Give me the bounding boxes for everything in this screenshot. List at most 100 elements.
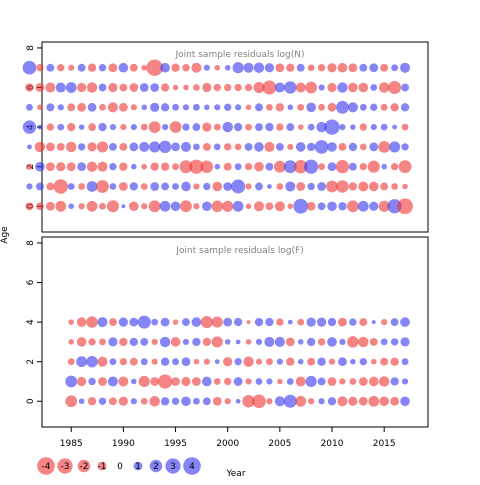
residual-bubble	[36, 64, 44, 72]
residual-bubble	[171, 63, 180, 72]
residual-bubble	[68, 203, 74, 210]
residual-bubble	[336, 100, 349, 114]
residual-bubble	[243, 356, 254, 367]
residual-bubble	[245, 104, 252, 111]
residual-bubble	[68, 64, 75, 71]
residual-bubble	[297, 318, 305, 326]
residual-bubble	[98, 122, 107, 132]
residual-bubble	[223, 317, 233, 327]
residual-bubble	[370, 123, 377, 131]
residual-bubble	[67, 183, 75, 190]
legend-bubble	[57, 458, 73, 474]
residual-bubble	[253, 62, 265, 73]
residual-bubble	[231, 179, 246, 194]
residual-bubble	[68, 319, 74, 325]
residual-bubble	[118, 317, 128, 327]
residual-bubble	[245, 123, 252, 131]
residual-bubble	[358, 181, 369, 192]
residual-bubble	[119, 83, 128, 92]
residual-bubble	[172, 319, 179, 325]
residual-bubble	[88, 377, 96, 386]
residual-bubble	[140, 123, 148, 131]
residual-bubble	[37, 104, 43, 111]
legend-bubble	[97, 461, 107, 471]
residual-bubble	[78, 183, 86, 190]
residual-bubble	[55, 200, 67, 212]
residual-bubble	[316, 121, 327, 133]
residual-bubble	[203, 358, 210, 365]
residual-bubble	[192, 377, 201, 386]
residual-bubble	[107, 102, 118, 113]
residual-bubble	[295, 82, 306, 93]
residual-bubble	[27, 144, 32, 150]
residual-bubble	[348, 162, 357, 171]
residual-bubble	[297, 358, 304, 365]
residual-bubble	[169, 121, 182, 133]
residual-bubble	[65, 82, 77, 93]
residual-bubble	[202, 122, 212, 132]
residual-bubble	[76, 356, 88, 368]
residual-bubble	[347, 102, 358, 113]
residual-bubble	[181, 376, 191, 387]
legend-bubble	[133, 461, 143, 471]
residual-bubble	[57, 64, 65, 72]
residual-bubble	[337, 62, 348, 73]
residual-bubble	[317, 357, 326, 366]
residual-bubble	[119, 142, 128, 151]
residual-bubble	[283, 394, 297, 408]
residual-bubble	[182, 123, 190, 131]
residual-bubble	[265, 317, 274, 327]
residual-bubble	[204, 104, 210, 111]
residual-bubble	[68, 339, 74, 345]
residual-bubble	[287, 203, 294, 210]
residual-bubble	[65, 395, 78, 408]
residual-bubble	[234, 358, 242, 366]
residual-bubble	[77, 102, 87, 112]
residual-bubble	[286, 123, 295, 132]
residual-bubble	[192, 123, 201, 132]
residual-bubble	[109, 183, 117, 190]
residual-bubble	[235, 339, 241, 345]
residual-bubble	[273, 160, 286, 173]
residual-bubble	[76, 317, 87, 327]
residual-bubble	[255, 378, 263, 385]
residual-bubble	[67, 358, 75, 366]
residual-bubble	[148, 121, 161, 133]
residual-bubble	[193, 358, 200, 365]
residual-bubble	[252, 394, 266, 409]
residual-bubble	[274, 336, 285, 347]
residual-bubble	[212, 181, 223, 192]
residual-bubble	[129, 182, 138, 191]
residual-bubble	[401, 83, 409, 92]
residual-bubble	[35, 202, 44, 211]
residual-bubble	[234, 163, 242, 171]
residual-bubble	[35, 161, 45, 172]
residual-bubble	[401, 123, 409, 131]
legend-item: -4	[37, 457, 55, 475]
residual-bubble	[192, 397, 200, 405]
residual-bubble	[22, 60, 37, 75]
residual-bubble	[274, 396, 285, 407]
panel-logF-x-axis: 1985 1990 1995 2000 2005 2010 2015	[60, 427, 396, 449]
residual-bubble	[255, 182, 263, 191]
residual-bubble	[65, 375, 78, 388]
residual-bubble	[264, 141, 275, 152]
legend-item: 3	[165, 458, 181, 474]
residual-bubble	[308, 398, 315, 405]
residual-bubble	[286, 378, 294, 385]
residual-bubble	[232, 62, 244, 74]
residual-bubble	[370, 84, 378, 91]
residual-bubble	[358, 396, 368, 406]
residual-bubble	[318, 163, 325, 171]
residual-bubble	[307, 182, 315, 191]
residual-bubble	[359, 163, 367, 171]
residual-bubble	[390, 377, 399, 386]
residual-bubble	[392, 124, 398, 130]
residual-bubble	[306, 142, 316, 152]
panel-logF: Joint sample residuals log(F) 0 2 4 6 8 1985…	[26, 236, 429, 449]
legend-item: 0	[117, 462, 123, 472]
residual-bubble	[350, 358, 356, 365]
residual-bubble	[324, 119, 340, 135]
